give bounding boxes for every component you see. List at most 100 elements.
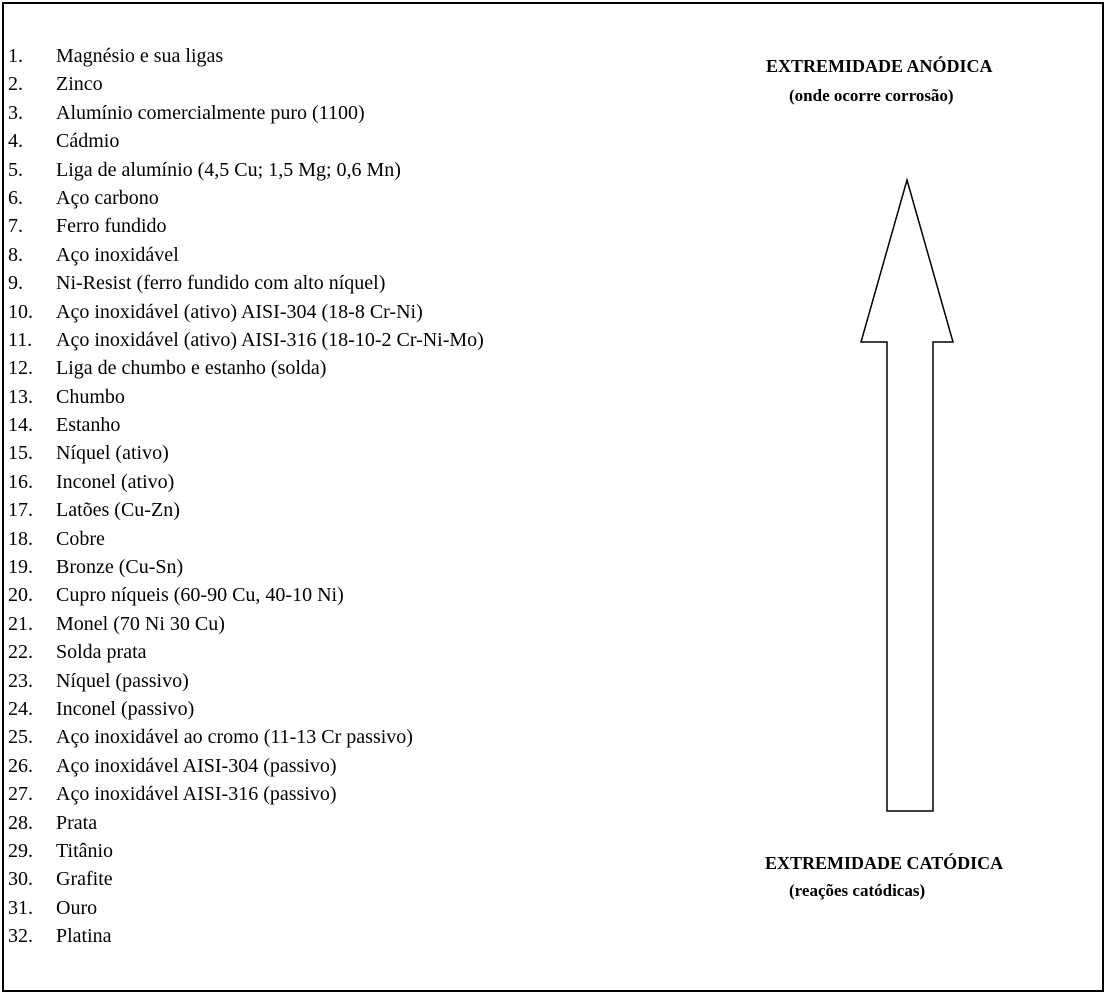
- item-number: 6.: [8, 186, 23, 209]
- list-item: 3. Alumínio comercialmente puro (1100): [8, 99, 484, 127]
- item-name: Aço inoxidável AISI-304 (passivo): [56, 754, 337, 777]
- item-number: 18.: [8, 527, 33, 550]
- item-name: Chumbo: [56, 385, 125, 408]
- arrow-shape: [860, 177, 954, 812]
- list-item: 26. Aço inoxidável AISI-304 (passivo): [8, 752, 484, 780]
- list-item: 10. Aço inoxidável (ativo) AISI-304 (18-8…: [8, 298, 484, 326]
- item-name: Aço inoxidável: [56, 243, 179, 266]
- item-name: Aço inoxidável (ativo) AISI-304 (18-8 Cr…: [56, 300, 423, 323]
- item-name: Estanho: [56, 414, 121, 437]
- item-number: 16.: [8, 470, 33, 493]
- item-number: 3.: [8, 101, 23, 124]
- list-item: 27. Aço inoxidável AISI-316 (passivo): [8, 780, 484, 808]
- item-name: Aço carbono: [56, 186, 159, 209]
- list-item: 24. Inconel (passivo): [8, 695, 484, 723]
- item-name: Ferro fundido: [56, 215, 167, 238]
- item-number: 12.: [8, 357, 33, 380]
- list-item: 31. Ouro: [8, 894, 484, 922]
- list-item: 16. Inconel (ativo): [8, 468, 484, 496]
- item-name: Prata: [56, 811, 98, 834]
- list-item: 21. Monel (70 Ni 30 Cu): [8, 610, 484, 638]
- list-item: 6. Aço carbono: [8, 184, 484, 212]
- item-number: 25.: [8, 726, 33, 749]
- up-arrow-icon: [860, 177, 954, 812]
- item-number: 31.: [8, 896, 33, 919]
- cathodic-end-title: EXTREMIDADE CATÓDICA: [765, 853, 1004, 873]
- item-number: 1.: [8, 45, 23, 67]
- item-name: Cupro níqueis (60-90 Cu, 40-10 Ni): [56, 584, 344, 607]
- item-name: Inconel (passivo): [56, 697, 195, 720]
- item-number: 7.: [8, 215, 23, 238]
- list-item: 19. Bronze (Cu-Sn): [8, 553, 484, 581]
- cathodic-end-subtitle: (reações catódicas): [789, 881, 926, 900]
- item-name: Aço inoxidável AISI-316 (passivo): [56, 783, 337, 806]
- item-number: 29.: [8, 839, 33, 862]
- galvanic-series-list: 1. Magnésio e sua ligas 2. Zinco 3. Alumínio …: [8, 42, 484, 951]
- item-name: Platina: [56, 925, 112, 948]
- list-item: 14. Estanho: [8, 411, 484, 439]
- list-item: 1. Magnésio e sua ligas: [8, 42, 484, 70]
- item-name: Ni-Resist (ferro fundido com alto níquel…: [56, 272, 386, 295]
- list-item: 13. Chumbo: [8, 383, 484, 411]
- item-number: 9.: [8, 272, 23, 295]
- list-item: 5. Liga de alumínio (4,5 Cu; 1,5 Mg; 0,6 …: [8, 156, 484, 184]
- list-item: 22. Solda prata: [8, 638, 484, 666]
- item-name: Liga de chumbo e estanho (solda): [56, 357, 327, 380]
- list-item: 30. Grafite: [8, 865, 484, 893]
- item-name: Níquel (passivo): [56, 669, 189, 692]
- item-number: 30.: [8, 868, 33, 891]
- item-number: 22.: [8, 641, 33, 664]
- item-number: 15.: [8, 442, 33, 465]
- list-item: 11. Aço inoxidável (ativo) AISI-316 (18-1…: [8, 326, 484, 354]
- list-item: 20. Cupro níqueis (60-90 Cu, 40-10 Ni): [8, 581, 484, 609]
- item-name: Cobre: [56, 527, 105, 550]
- item-name: Zinco: [56, 73, 103, 96]
- item-number: 27.: [8, 783, 33, 806]
- list-item: 9. Ni-Resist (ferro fundido com alto níqu…: [8, 269, 484, 297]
- item-name: Níquel (ativo): [56, 442, 169, 465]
- list-item: 29. Titânio: [8, 837, 484, 865]
- item-number: 4.: [8, 130, 23, 153]
- list-item: 2. Zinco: [8, 70, 484, 98]
- list-item: 7. Ferro fundido: [8, 212, 484, 240]
- item-number: 13.: [8, 385, 33, 408]
- list-item: 25. Aço inoxidável ao cromo (11-13 Cr pas…: [8, 723, 484, 751]
- item-name: Aço inoxidável ao cromo (11-13 Cr passiv…: [56, 726, 413, 749]
- item-name: Ouro: [56, 896, 98, 919]
- item-number: 17.: [8, 499, 33, 522]
- item-number: 2.: [8, 73, 23, 96]
- item-name: Aço inoxidável (ativo) AISI-316 (18-10-2…: [56, 328, 484, 351]
- item-number: 23.: [8, 669, 33, 692]
- anodic-end-subtitle: (onde ocorre corrosão): [789, 86, 954, 105]
- item-number: 26.: [8, 754, 33, 777]
- item-number: 20.: [8, 584, 33, 607]
- item-number: 21.: [8, 612, 33, 635]
- item-name: Titânio: [56, 839, 114, 862]
- item-name: Magnésio e sua ligas: [56, 45, 224, 67]
- item-name: Monel (70 Ni 30 Cu): [56, 612, 225, 635]
- list-item: 4. Cádmio: [8, 127, 484, 155]
- list-item: 12. Liga de chumbo e estanho (solda): [8, 354, 484, 382]
- item-name: Cádmio: [56, 130, 120, 153]
- list-item: 28. Prata: [8, 809, 484, 837]
- item-name: Grafite: [56, 868, 113, 891]
- item-number: 14.: [8, 414, 33, 437]
- item-name: Latões (Cu-Zn): [56, 499, 180, 522]
- item-number: 19.: [8, 556, 33, 579]
- list-item: 15. Níquel (ativo): [8, 439, 484, 467]
- anodic-end-title: EXTREMIDADE ANÓDICA: [766, 56, 993, 76]
- item-number: 5.: [8, 158, 23, 181]
- item-number: 10.: [8, 300, 33, 323]
- list-item: 8. Aço inoxidável: [8, 241, 484, 269]
- item-number: 8.: [8, 243, 23, 266]
- item-name: Inconel (ativo): [56, 470, 175, 493]
- item-number: 24.: [8, 697, 33, 720]
- item-name: Alumínio comercialmente puro (1100): [56, 101, 365, 124]
- list-item: 17. Latões (Cu-Zn): [8, 496, 484, 524]
- item-name: Bronze (Cu-Sn): [56, 556, 184, 579]
- list-item: 23. Níquel (passivo): [8, 667, 484, 695]
- item-number: 28.: [8, 811, 33, 834]
- item-number: 32.: [8, 925, 33, 948]
- list-item: 18. Cobre: [8, 525, 484, 553]
- item-name: Liga de alumínio (4,5 Cu; 1,5 Mg; 0,6 Mn…: [56, 158, 401, 181]
